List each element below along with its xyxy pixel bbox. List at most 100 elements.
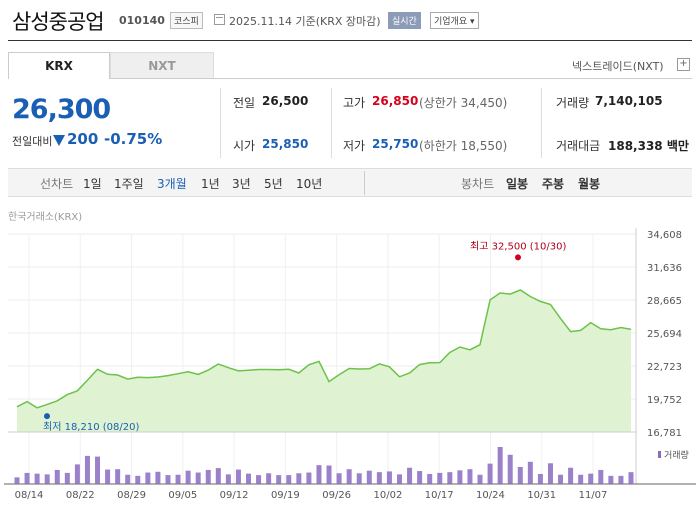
volume-bar xyxy=(276,475,282,484)
candle-daily[interactable]: 일봉 xyxy=(506,177,529,191)
current-price: 26,300 xyxy=(12,94,111,125)
volume-bar xyxy=(427,474,433,484)
stock-code: 010140 xyxy=(119,14,165,27)
volume-bar xyxy=(95,456,101,484)
x-tick-label: 10/31 xyxy=(527,490,556,501)
volume-bar xyxy=(396,474,402,484)
x-tick-label: 11/07 xyxy=(579,490,608,501)
volume-bar xyxy=(266,473,272,484)
volume-bar xyxy=(105,469,111,484)
volume-bar xyxy=(497,447,503,484)
volume-bar xyxy=(54,469,60,484)
plus-icon[interactable]: + xyxy=(677,58,690,71)
volume-bar xyxy=(135,475,141,484)
volume-bar xyxy=(578,474,584,484)
volume-bar xyxy=(386,471,392,484)
volume-bar xyxy=(477,474,483,484)
line-chart-label: 선차트 xyxy=(40,177,74,191)
volume-bar xyxy=(14,477,20,484)
period-bar: 선차트 1일 1주일 3개월 1년 3년 5년 10년 봉차트 일봉 주봉 월봉 xyxy=(8,168,692,197)
volume-bar xyxy=(356,473,362,484)
prev-close-value: 26,500 xyxy=(262,94,309,108)
volume-legend-label: 거래량 xyxy=(664,449,689,461)
price-change-percent: -0.75% xyxy=(104,130,163,148)
volume-bar xyxy=(286,475,292,484)
open-label: 시가 xyxy=(233,139,256,153)
amount-value: 188,338 백만 xyxy=(608,139,689,153)
volume-bar xyxy=(84,455,90,484)
low-value: 25,750 xyxy=(372,137,419,151)
y-tick-label: 16,781 xyxy=(647,428,682,439)
company-info-dropdown[interactable]: 기업개요 ▾ xyxy=(430,12,479,29)
period-3m[interactable]: 3개월 xyxy=(157,177,187,191)
base-date: 2025.11.14 기준(KRX 장마감) xyxy=(229,15,381,28)
volume-bar xyxy=(316,465,322,484)
volume-bar xyxy=(487,463,493,484)
volume-bar xyxy=(376,472,382,484)
volume-bar xyxy=(336,473,342,484)
x-tick-label: 08/29 xyxy=(117,490,146,501)
low-label: 최저 18,210 (08/20) xyxy=(43,421,139,433)
period-1d[interactable]: 1일 xyxy=(83,177,102,191)
x-tick-label: 08/14 xyxy=(15,490,44,501)
volume-bar xyxy=(346,469,352,484)
volume-bar xyxy=(125,474,131,484)
volume-bar xyxy=(74,464,80,484)
y-tick-label: 34,608 xyxy=(647,230,682,241)
compare-label: 전일대비 xyxy=(12,135,53,148)
volume-bar xyxy=(527,461,533,484)
x-tick-label: 09/12 xyxy=(220,490,249,501)
tab-krx[interactable]: KRX xyxy=(8,52,110,79)
period-1w[interactable]: 1주일 xyxy=(114,177,144,191)
volume-bar xyxy=(326,465,332,484)
period-10y[interactable]: 10년 xyxy=(296,177,323,191)
volume-bar xyxy=(517,466,523,484)
high-marker xyxy=(515,254,521,261)
low-marker xyxy=(44,413,50,420)
low-label: 저가 xyxy=(343,139,366,153)
volume-bar xyxy=(437,472,443,484)
candle-monthly[interactable]: 월봉 xyxy=(578,177,601,191)
volume-label: 거래량 xyxy=(556,96,590,110)
candle-weekly[interactable]: 주봉 xyxy=(542,177,565,191)
high-label: 최고 32,500 (10/30) xyxy=(470,240,566,252)
header-divider xyxy=(8,40,692,41)
x-tick-label: 10/02 xyxy=(373,490,402,501)
volume-bar xyxy=(507,454,513,484)
volume-bar xyxy=(165,475,171,484)
volume-bar xyxy=(537,474,543,484)
candle-chart-label: 봉차트 xyxy=(461,177,495,191)
volume-bar xyxy=(558,474,564,484)
volume-bar xyxy=(246,473,252,484)
period-3y[interactable]: 3년 xyxy=(232,177,251,191)
volume-bar xyxy=(195,472,201,484)
realtime-button[interactable]: 실시간 xyxy=(388,12,421,29)
volume-bar xyxy=(628,472,634,484)
y-tick-label: 25,694 xyxy=(647,329,682,340)
price-line xyxy=(16,289,632,409)
high-value: 26,850 xyxy=(372,94,419,108)
volume-bar xyxy=(115,469,121,484)
y-tick-label: 19,752 xyxy=(647,395,682,406)
volume-bar xyxy=(24,472,30,484)
stats-divider xyxy=(220,88,221,158)
volume-bar xyxy=(598,469,604,484)
volume-bar xyxy=(618,475,624,484)
upper-limit: (상한가 34,450) xyxy=(419,96,508,110)
volume-bar xyxy=(34,473,40,484)
calendar-icon xyxy=(214,14,225,25)
period-1y[interactable]: 1년 xyxy=(201,177,220,191)
open-value: 25,850 xyxy=(262,137,309,151)
y-tick-label: 22,723 xyxy=(647,362,682,373)
price-area xyxy=(17,290,631,432)
volume-bar xyxy=(608,475,614,484)
volume-bar xyxy=(447,472,453,484)
volume-bar xyxy=(205,469,211,484)
period-5y[interactable]: 5년 xyxy=(264,177,283,191)
nxt-link[interactable]: 넥스트레이드(NXT) xyxy=(572,60,664,73)
volume-bar xyxy=(457,470,463,484)
y-tick-label: 28,665 xyxy=(647,296,682,307)
volume-bar xyxy=(235,469,241,484)
volume-bar xyxy=(568,467,574,484)
